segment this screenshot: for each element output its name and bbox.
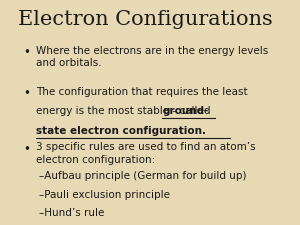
Text: •: •	[23, 87, 30, 100]
Text: ground-: ground-	[163, 106, 209, 117]
Text: 3 specific rules are used to find an atom’s
electron configuration:: 3 specific rules are used to find an ato…	[36, 142, 256, 165]
Text: Electron Configurations: Electron Configurations	[18, 10, 273, 29]
Text: The configuration that requires the least: The configuration that requires the leas…	[36, 87, 248, 97]
Text: •: •	[23, 142, 30, 155]
Text: –Hund’s rule: –Hund’s rule	[39, 208, 104, 218]
Text: –Aufbau principle (German for build up): –Aufbau principle (German for build up)	[39, 171, 247, 181]
Text: –Pauli exclusion principle: –Pauli exclusion principle	[39, 190, 170, 200]
Text: energy is the most stable - called: energy is the most stable - called	[36, 106, 214, 117]
Text: •: •	[23, 46, 30, 59]
Text: state electron configuration.: state electron configuration.	[36, 126, 206, 136]
Text: Where the electrons are in the energy levels
and orbitals.: Where the electrons are in the energy le…	[36, 46, 269, 68]
